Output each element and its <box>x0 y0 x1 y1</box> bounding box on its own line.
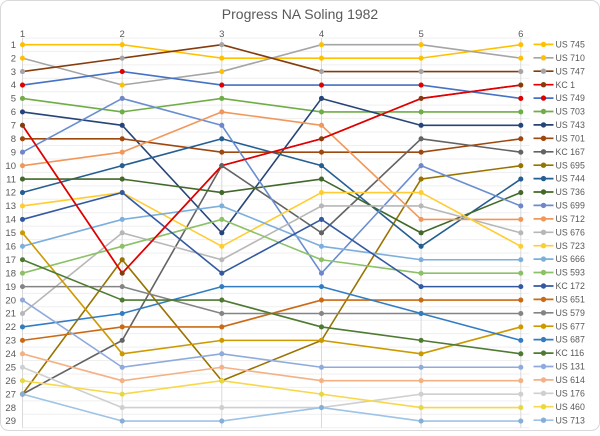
svg-text:US 701: US 701 <box>556 133 585 143</box>
svg-text:US 593: US 593 <box>556 268 585 278</box>
svg-text:US 677: US 677 <box>556 321 585 331</box>
svg-text:24: 24 <box>5 349 16 360</box>
svg-text:KC 116: KC 116 <box>556 348 585 358</box>
svg-text:US 747: US 747 <box>556 66 585 76</box>
svg-text:17: 17 <box>5 255 16 266</box>
svg-text:KC 1: KC 1 <box>556 80 576 90</box>
svg-text:US 713: US 713 <box>556 415 585 425</box>
svg-text:7: 7 <box>11 121 16 132</box>
svg-text:US 743: US 743 <box>556 120 585 130</box>
svg-text:23: 23 <box>5 336 16 347</box>
svg-text:4: 4 <box>11 80 16 91</box>
svg-text:6: 6 <box>11 107 16 118</box>
svg-text:13: 13 <box>5 201 16 212</box>
svg-text:US 131: US 131 <box>556 362 585 372</box>
svg-text:22: 22 <box>5 322 16 333</box>
svg-text:6: 6 <box>518 29 523 40</box>
svg-text:20: 20 <box>5 295 16 306</box>
svg-text:9: 9 <box>11 147 16 158</box>
svg-text:18: 18 <box>5 268 16 279</box>
svg-text:1: 1 <box>20 29 25 40</box>
svg-text:US 744: US 744 <box>556 174 585 184</box>
svg-text:KC 167: KC 167 <box>556 147 585 157</box>
svg-text:US 687: US 687 <box>556 335 585 345</box>
svg-text:US 745: US 745 <box>556 40 585 50</box>
svg-text:8: 8 <box>11 134 16 145</box>
svg-text:5: 5 <box>11 94 16 105</box>
svg-text:21: 21 <box>5 309 16 320</box>
svg-text:1: 1 <box>11 40 16 51</box>
svg-text:US 703: US 703 <box>556 107 585 117</box>
svg-text:12: 12 <box>5 188 16 199</box>
svg-text:29: 29 <box>5 416 16 427</box>
svg-text:US 614: US 614 <box>556 375 585 385</box>
svg-text:4: 4 <box>319 29 324 40</box>
svg-text:11: 11 <box>6 174 16 185</box>
svg-text:28: 28 <box>5 403 16 414</box>
svg-text:US 666: US 666 <box>556 254 585 264</box>
svg-text:US 460: US 460 <box>556 402 585 412</box>
svg-text:US 579: US 579 <box>556 308 585 318</box>
svg-text:16: 16 <box>5 242 16 253</box>
svg-text:3: 3 <box>11 67 16 78</box>
svg-text:US 749: US 749 <box>556 93 585 103</box>
svg-text:25: 25 <box>5 363 16 374</box>
svg-text:19: 19 <box>5 282 16 293</box>
svg-text:14: 14 <box>5 215 16 226</box>
svg-text:US 723: US 723 <box>556 241 585 251</box>
svg-text:US 736: US 736 <box>556 187 585 197</box>
svg-text:KC 172: KC 172 <box>556 281 585 291</box>
svg-text:Progress NA Soling 1982: Progress NA Soling 1982 <box>222 6 379 22</box>
svg-text:27: 27 <box>5 389 16 400</box>
svg-text:15: 15 <box>5 228 16 239</box>
svg-text:3: 3 <box>219 29 224 40</box>
svg-text:2: 2 <box>11 53 16 64</box>
svg-text:5: 5 <box>418 29 423 40</box>
svg-text:US 699: US 699 <box>556 201 585 211</box>
svg-text:2: 2 <box>120 29 125 40</box>
svg-text:US 651: US 651 <box>556 295 585 305</box>
svg-text:26: 26 <box>5 376 16 387</box>
svg-text:US 695: US 695 <box>556 160 585 170</box>
svg-text:US 712: US 712 <box>556 214 585 224</box>
svg-text:US 176: US 176 <box>556 388 585 398</box>
svg-text:US 710: US 710 <box>556 53 585 63</box>
svg-text:10: 10 <box>5 161 16 172</box>
svg-text:US 676: US 676 <box>556 227 585 237</box>
